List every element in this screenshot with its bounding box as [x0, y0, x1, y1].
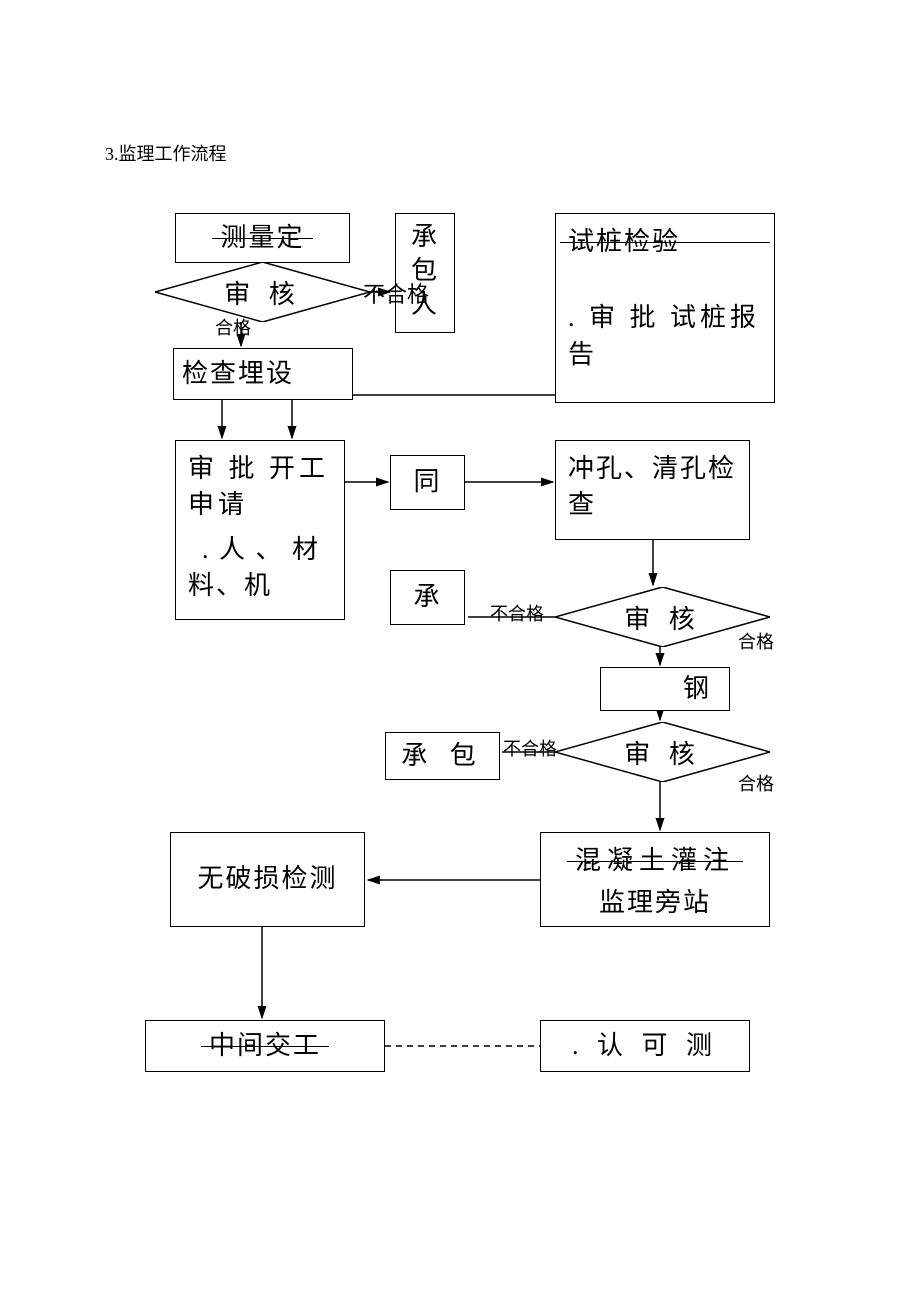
node-same-text: 同 [413, 464, 441, 500]
label-fail-3: 不合格 [503, 735, 557, 761]
node-review-1-text: 审 核 [155, 262, 370, 322]
node-concrete: 混凝土灌注 监理旁站 [540, 832, 770, 927]
label-pass-2: 合格 [738, 628, 774, 654]
node-concrete-line1: 混凝土灌注 [575, 843, 735, 879]
node-approve-start-line1: 审 批 开工申请 [188, 451, 332, 524]
node-approve-measure-text: . 认 可 测 [572, 1028, 718, 1064]
node-contractor-2: 承 [390, 570, 465, 625]
node-check-embed-text: 检查埋设 [182, 356, 294, 392]
label-pass-1: 合格 [215, 314, 251, 340]
node-trial-pile-line3: . 审 批 试桩报告 [568, 300, 762, 373]
node-contractor-2-text: 承 [413, 579, 441, 615]
node-hole-check: 冲孔、清孔检查 [555, 440, 750, 540]
node-check-embed: 检查埋设 [173, 348, 353, 400]
node-measure-text: 测量定 [220, 220, 304, 256]
node-ndt-text: 无破损检测 [197, 861, 337, 897]
label-fail-2: 不合格 [490, 600, 544, 626]
node-measure: 测量定 [175, 213, 350, 263]
flowchart-canvas: 测量定 审 核 承包人 试桩检验 . 审 批 试桩报告 检查埋设 审 批 开工申… [0, 0, 920, 1303]
node-approve-start-line2: . 人 、 材料、机 [188, 532, 332, 605]
node-review-1: 审 核 [155, 262, 370, 322]
node-handover-text: 中间交工 [209, 1028, 321, 1064]
label-pass-3: 合格 [738, 770, 774, 796]
edges-layer [0, 0, 920, 1303]
node-hole-check-text: 冲孔、清孔检查 [568, 451, 737, 524]
node-concrete-line2: 监理旁站 [599, 885, 711, 921]
node-approve-measure: . 认 可 测 [540, 1020, 750, 1072]
node-trial-pile: 试桩检验 . 审 批 试桩报告 [555, 213, 775, 403]
node-approve-start: 审 批 开工申请 . 人 、 材料、机 [175, 440, 345, 620]
label-fail-1: 不合格 [363, 277, 429, 309]
node-trial-pile-line1: 试桩检验 [568, 224, 762, 260]
node-ndt: 无破损检测 [170, 832, 365, 927]
node-handover: 中间交工 [145, 1020, 385, 1072]
node-contractor-1: 承包人 [395, 213, 455, 333]
node-same: 同 [390, 455, 465, 510]
node-contractor-3-text: 承 包 [401, 738, 484, 774]
node-steel-text: 钢 [683, 671, 711, 707]
node-steel: 钢 [600, 667, 730, 711]
node-contractor-3: 承 包 [385, 732, 500, 780]
